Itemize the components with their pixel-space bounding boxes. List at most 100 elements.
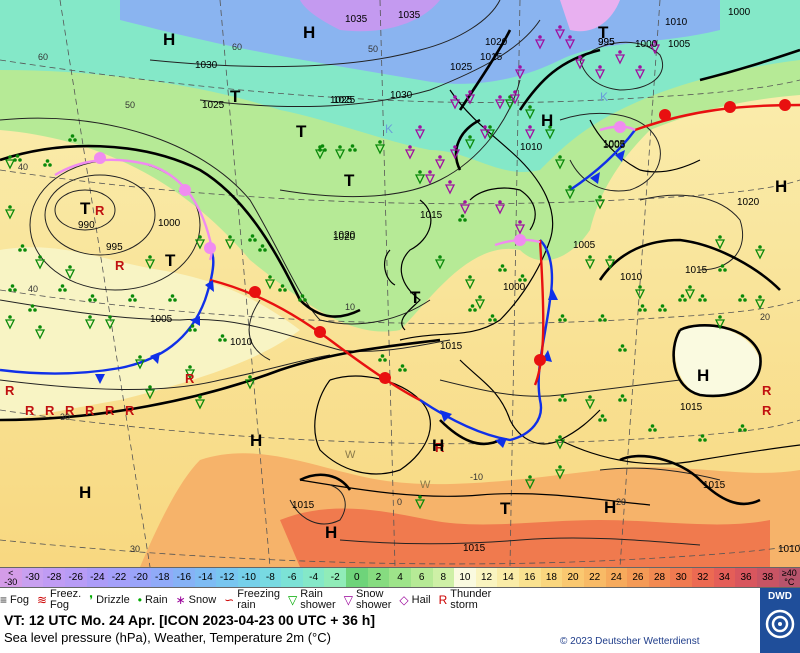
- scale-cell: 34: [713, 568, 736, 587]
- dwd-logo: DWD: [760, 588, 800, 653]
- thunderstorm-symbol: R: [45, 403, 55, 418]
- rain-symbol: [58, 284, 67, 292]
- rain-shower-symbol: [34, 255, 46, 270]
- legend-symbol-icon: ▽: [288, 592, 298, 607]
- legend-symbol-icon: ▽: [343, 592, 353, 607]
- rain-symbol: [168, 294, 177, 302]
- legend-label: Thunder storm: [450, 588, 492, 611]
- low-pressure-center: T: [80, 199, 91, 218]
- rain-shower-symbol: [314, 145, 326, 160]
- rain-symbol: [218, 334, 227, 342]
- snow-shower-symbol: [524, 125, 536, 140]
- coast-turkey: [559, 439, 800, 465]
- rain-shower-symbol: [134, 355, 146, 370]
- pressure-label: 1005: [668, 39, 691, 50]
- rain-shower-symbol: [584, 395, 596, 410]
- legend-symbol-icon: ◇: [399, 592, 409, 607]
- graticule-label: 60: [232, 42, 242, 52]
- rain-symbol: [298, 294, 307, 302]
- rain-shower-symbol: [684, 285, 696, 300]
- rain-symbol: [278, 284, 287, 292]
- rain-symbol: [738, 294, 747, 302]
- high-pressure-center: H: [604, 498, 616, 517]
- snow-shower-symbol: [634, 65, 646, 80]
- rain-shower-symbol: [594, 195, 606, 210]
- snow-shower-symbol: [514, 220, 526, 235]
- scale-cell: 6: [410, 568, 433, 587]
- graticule-label: 30: [130, 544, 140, 554]
- legend-item: ≋ Freez. Fog: [37, 589, 81, 611]
- pressure-label: 1025: [333, 95, 356, 106]
- legend-label: Rain shower: [300, 588, 336, 611]
- high-pressure-center: H: [432, 436, 444, 455]
- snow-shower-symbol: [494, 95, 506, 110]
- isobars: [0, 0, 744, 546]
- dwd-logo-text: DWD: [768, 591, 792, 602]
- low-pressure-center: T: [296, 122, 307, 141]
- pressure-label: 1000: [158, 218, 181, 229]
- coast-british-isles: [400, 199, 432, 331]
- cold-front-europe: [419, 239, 554, 442]
- graticule-label: 10: [345, 302, 355, 312]
- snow-shower-symbol: [494, 200, 506, 215]
- coast-north-africa: [299, 479, 651, 506]
- snow-shower-symbol: [554, 25, 566, 40]
- rain-symbol: [488, 314, 497, 322]
- rain-symbol: [598, 314, 607, 322]
- rain-symbol: [8, 284, 17, 292]
- scale-cell: -2: [324, 568, 346, 587]
- scale-cell: -24: [86, 568, 109, 587]
- rain-shower-symbol: [84, 315, 96, 330]
- pressure-label: 1015: [292, 500, 315, 511]
- temperature-field-high-interior: [675, 326, 760, 397]
- high-pressure-center: H: [79, 483, 91, 502]
- rain-shower-symbol: [484, 125, 496, 140]
- graticule-label: 40: [18, 162, 28, 172]
- legend-symbol-icon: •: [137, 592, 142, 607]
- scale-cell: 0: [346, 568, 368, 587]
- pressure-label: 1015: [680, 402, 703, 413]
- pressure-label: 1030: [195, 60, 218, 71]
- pressure-label: 1000: [503, 282, 526, 293]
- legend-item: R Thunder storm: [439, 589, 492, 611]
- graticule: [0, 0, 800, 567]
- graticule-label: 20: [616, 497, 626, 507]
- high-pressure-center: H: [303, 23, 315, 42]
- rain-shower-symbol: [104, 315, 116, 330]
- pressure-label: 1015: [440, 341, 463, 352]
- rain-shower-symbol: [244, 375, 256, 390]
- legend-item: ◇ Hail: [399, 592, 430, 607]
- rain-shower-symbol: [554, 465, 566, 480]
- rain-shower-symbol: [464, 135, 476, 150]
- legend-label: Fog: [10, 593, 29, 606]
- snow-shower-symbol: [449, 95, 461, 110]
- pressure-label: 1020: [485, 37, 508, 48]
- snow-shower-symbol: [534, 35, 546, 50]
- valid-time-line: VT: 12 UTC Mo. 24 Apr. [ICON 2023-04-23 …: [4, 612, 375, 628]
- warm-front-biscay: [209, 278, 421, 402]
- graticule-label: 60: [38, 52, 48, 62]
- pressure-label: 1015: [420, 210, 443, 221]
- rain-shower-symbol: [4, 315, 16, 330]
- rain-symbol: [248, 234, 257, 242]
- snow-shower-symbol: [434, 155, 446, 170]
- low-pressure-center: T: [598, 23, 609, 42]
- thunderstorm-symbol: R: [125, 403, 135, 418]
- pressure-label: 1025: [202, 100, 225, 111]
- scale-cell: 12: [475, 568, 498, 587]
- air-mass-label: W: [345, 449, 356, 461]
- rain-shower-symbol: [714, 235, 726, 250]
- copyright: © 2023 Deutscher Wetterdienst: [560, 636, 700, 647]
- rain-symbol: [648, 424, 657, 432]
- front-symbols: [94, 99, 791, 448]
- snow-shower-symbol: [449, 145, 461, 160]
- rain-symbol: [13, 154, 22, 162]
- snow-shower-symbol: [594, 65, 606, 80]
- scale-cell: 38: [756, 568, 779, 587]
- scale-cell: -30: [21, 568, 44, 587]
- coast-italy-balkans: [459, 359, 601, 445]
- rain-shower-symbol: [434, 255, 446, 270]
- rain-shower-symbol: [554, 155, 566, 170]
